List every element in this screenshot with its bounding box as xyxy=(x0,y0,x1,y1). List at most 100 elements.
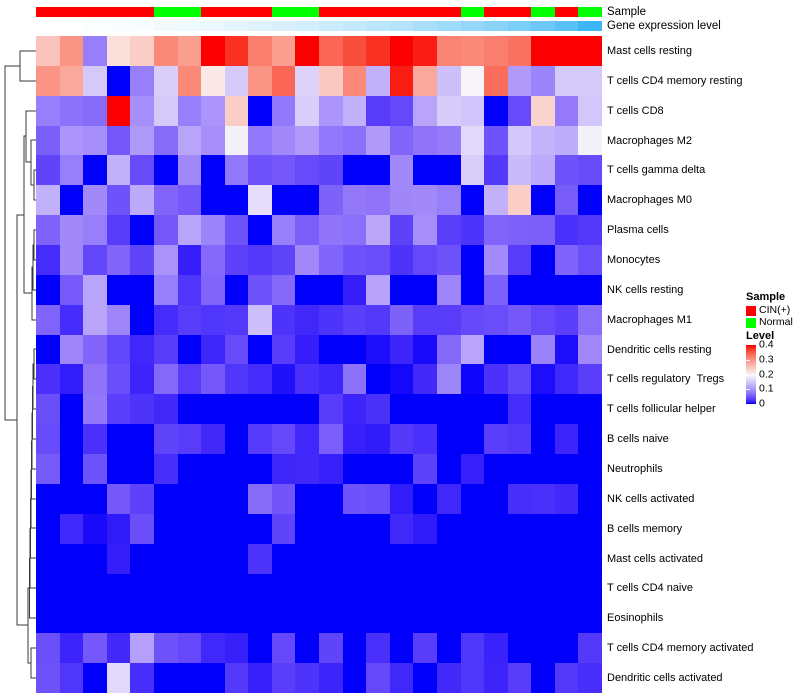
heatmap-cell xyxy=(248,274,272,305)
heatmap-cell xyxy=(271,215,296,246)
heatmap-cell xyxy=(507,633,532,664)
heatmap-cell xyxy=(507,394,532,425)
heatmap-cell xyxy=(413,633,437,664)
level-colorbar-stripe xyxy=(746,393,756,394)
heatmap-cell xyxy=(295,394,319,425)
legend-item-normal: Normal xyxy=(746,317,800,328)
level-tick: 0.4 xyxy=(759,338,774,351)
heatmap-cell xyxy=(413,603,437,634)
heatmap-cell xyxy=(507,215,532,246)
level-colorbar-stripe xyxy=(746,402,756,403)
heatmap-cell xyxy=(36,454,60,484)
heatmap-cell xyxy=(460,155,485,186)
heatmap-cell xyxy=(342,364,367,395)
level-colorbar-stripe xyxy=(746,389,756,390)
heatmap-cell xyxy=(201,125,225,156)
heatmap-cell xyxy=(130,364,154,395)
heatmap-cell xyxy=(201,543,225,574)
heatmap-cell xyxy=(319,274,343,305)
heatmap-cell xyxy=(36,663,60,693)
heatmap-cell xyxy=(389,454,414,484)
heatmap-cell xyxy=(130,155,154,186)
heatmap-cell xyxy=(177,483,202,514)
level-colorbar-stripe xyxy=(746,347,756,348)
heatmap-cell xyxy=(177,155,202,186)
heatmap-cell xyxy=(507,603,532,634)
heatmap-cell xyxy=(436,394,461,425)
heatmap-cell xyxy=(436,603,461,634)
level-colorbar-stripe xyxy=(746,362,756,363)
gene-expression-annotation-cell xyxy=(507,21,532,31)
heatmap-cell xyxy=(484,125,508,156)
heatmap-cell xyxy=(224,424,249,455)
gene-expression-annotation-cell xyxy=(460,21,485,31)
heatmap-cell xyxy=(484,394,508,425)
heatmap-cell xyxy=(224,304,249,335)
heatmap-cell xyxy=(59,394,84,425)
heatmap-cell xyxy=(342,424,367,455)
heatmap-cell xyxy=(201,483,225,514)
heatmap-cell xyxy=(366,483,390,514)
sample-annotation-cell xyxy=(554,7,579,17)
heatmap-cell xyxy=(130,185,154,216)
heatmap-cell xyxy=(366,663,390,693)
heatmap-cell xyxy=(106,513,131,544)
heatmap-cell xyxy=(389,603,414,634)
level-colorbar-stripe xyxy=(746,373,756,374)
heatmap-cell xyxy=(531,304,555,335)
heatmap-cell xyxy=(271,65,296,96)
gene-expression-annotation-cell xyxy=(153,21,178,31)
heatmap-cell xyxy=(36,125,60,156)
gene-expression-annotation-cell xyxy=(106,21,131,31)
heatmap-cell xyxy=(59,424,84,455)
heatmap-cell xyxy=(413,245,437,275)
heatmap-cell xyxy=(295,185,319,216)
heatmap-cell xyxy=(319,663,343,693)
heatmap-cell xyxy=(130,633,154,664)
heatmap-cell xyxy=(507,95,532,126)
heatmap-cell xyxy=(554,454,579,484)
heatmap-cell xyxy=(130,304,154,335)
level-colorbar-stripe xyxy=(746,398,756,399)
heatmap-cell xyxy=(271,454,296,484)
heatmap-cell xyxy=(460,185,485,216)
heatmap-cell xyxy=(130,65,154,96)
heatmap-cell xyxy=(130,215,154,246)
heatmap-cell xyxy=(554,633,579,664)
heatmap-cell xyxy=(201,304,225,335)
heatmap-cell xyxy=(460,633,485,664)
heatmap-cell xyxy=(578,663,602,693)
heatmap-cell xyxy=(507,245,532,275)
heatmap-cell xyxy=(130,424,154,455)
heatmap-cell xyxy=(554,215,579,246)
heatmap-cell xyxy=(578,274,602,305)
heatmap-cell xyxy=(554,65,579,96)
heatmap-cell xyxy=(224,633,249,664)
gene-expression-annotation-cell xyxy=(224,21,249,31)
heatmap-cell xyxy=(413,274,437,305)
heatmap-cell xyxy=(554,364,579,395)
heatmap-cell xyxy=(177,543,202,574)
heatmap-cell xyxy=(83,304,107,335)
heatmap-cell xyxy=(59,304,84,335)
gene-expression-annotation-cell xyxy=(271,21,296,31)
heatmap-cell xyxy=(153,95,178,126)
heatmap-cell xyxy=(554,245,579,275)
heatmap-cell xyxy=(224,185,249,216)
heatmap-cell xyxy=(366,364,390,395)
sample-annotation-cell xyxy=(271,7,296,17)
sample-annotation-cell xyxy=(224,7,249,17)
row-label: Macrophages M2 xyxy=(607,134,692,147)
heatmap-cell xyxy=(319,513,343,544)
heatmap-cell xyxy=(106,573,131,604)
level-colorbar-stripe xyxy=(746,377,756,378)
heatmap-cell xyxy=(319,125,343,156)
heatmap-cell xyxy=(413,663,437,693)
gene-expression-annotation-cell xyxy=(531,21,555,31)
heatmap-cell xyxy=(366,274,390,305)
level-colorbar-stripe xyxy=(746,360,756,361)
heatmap-cell xyxy=(36,245,60,275)
level-colorbar-tick-mark xyxy=(746,359,750,361)
heatmap-cell xyxy=(83,215,107,246)
heatmap-cell xyxy=(153,125,178,156)
